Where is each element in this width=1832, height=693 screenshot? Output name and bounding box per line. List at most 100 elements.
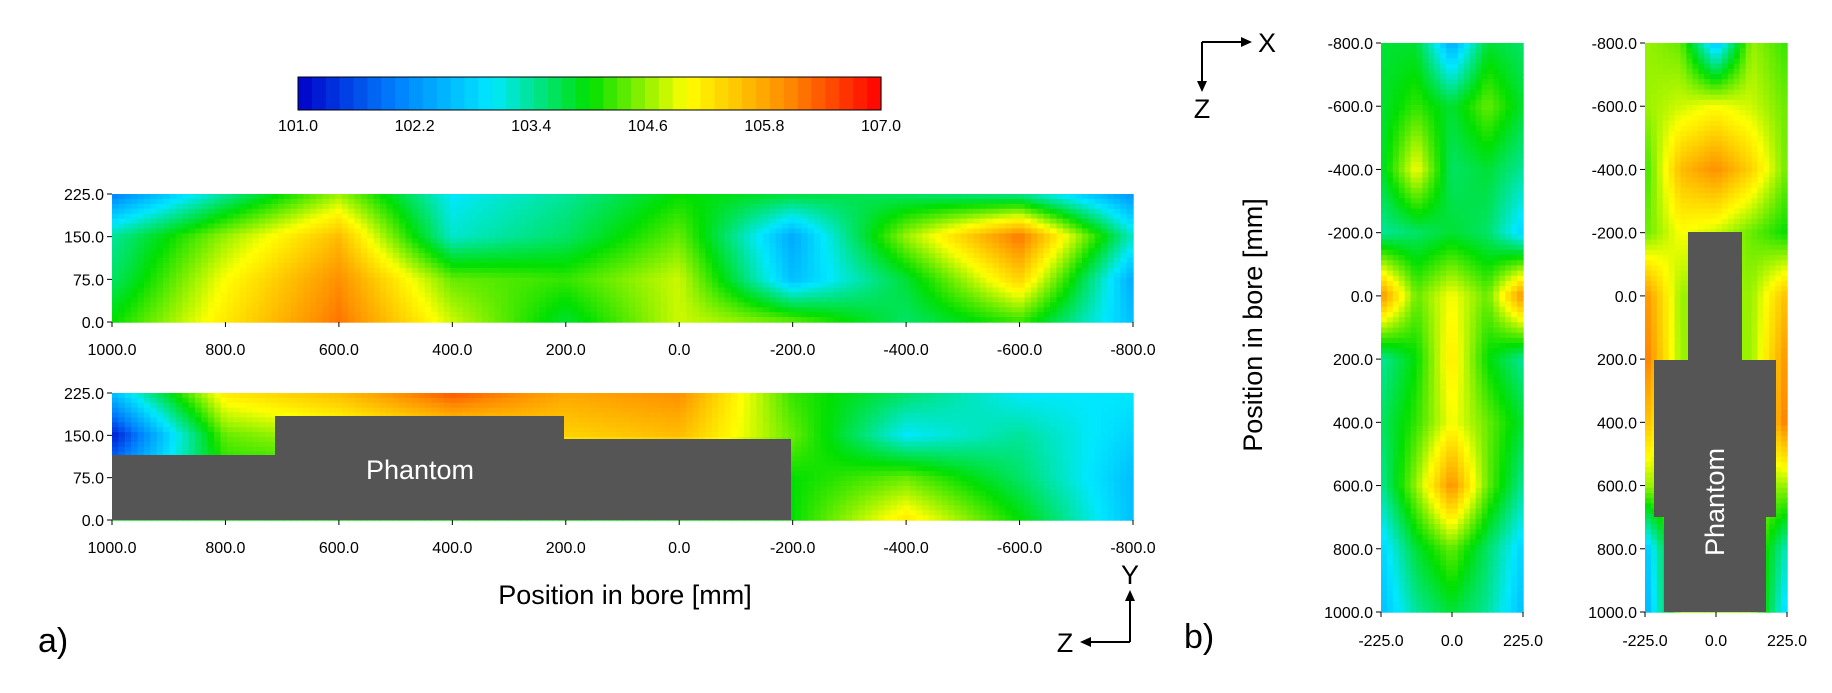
heatmap-cell [603, 253, 611, 259]
heatmap-cell [233, 297, 241, 304]
heatmap-cell [539, 228, 547, 235]
heatmap-cell [443, 302, 451, 308]
heatmap-cell [501, 228, 509, 235]
heatmap-cell [590, 238, 598, 244]
heatmap-cell [462, 228, 471, 235]
heatmap-cell [648, 292, 656, 299]
heatmap-cell [507, 287, 515, 294]
colorbar-tick-label: 105.8 [744, 118, 784, 135]
heatmap-cell [220, 267, 228, 274]
heatmap-cell [405, 208, 413, 215]
heatmap-cell [807, 223, 815, 230]
heatmap-cell [896, 312, 904, 318]
heatmap-cell [380, 272, 388, 279]
heatmap-cell [973, 262, 981, 269]
heatmap-cell [469, 407, 477, 414]
heatmap-cell [896, 272, 904, 279]
heatmap-cell [112, 243, 120, 249]
heatmap-cell [214, 248, 222, 254]
heatmap-cell [175, 272, 183, 279]
heatmap-cell [392, 267, 400, 274]
heatmap-cell [711, 317, 719, 323]
heatmap-cell [456, 243, 464, 249]
heatmap-cell [558, 277, 566, 284]
heatmap-cell [405, 233, 413, 240]
heatmap-cell [482, 292, 490, 299]
heatmap-cell [163, 287, 171, 294]
heatmap-cell [194, 208, 203, 215]
heatmap-cell [507, 228, 515, 235]
heatmap-cell [514, 228, 522, 235]
heatmap-cell [724, 393, 732, 399]
heatmap-cell [1081, 402, 1090, 409]
heatmap-cell [322, 292, 330, 299]
heatmap-cell [1050, 292, 1058, 299]
heatmap-cell [124, 258, 132, 264]
heatmap-cell [303, 292, 311, 299]
heatmap-cell [998, 253, 1007, 259]
heatmap-cell [271, 198, 279, 205]
heatmap-cell [520, 223, 528, 230]
heatmap-cell [1107, 253, 1115, 259]
heatmap-cell [335, 233, 343, 240]
heatmap-cell [271, 262, 279, 269]
heatmap-cell [699, 218, 707, 225]
heatmap-cell [214, 307, 222, 313]
heatmap-cell [775, 277, 783, 284]
heatmap-cell [246, 243, 254, 249]
heatmap-cell [501, 198, 509, 205]
heatmap-cell [826, 258, 834, 264]
heatmap-cell [718, 393, 726, 399]
heatmap-cell [635, 262, 643, 269]
heatmap-cell [405, 248, 413, 254]
heatmap-cell [884, 262, 892, 269]
heatmap-cell [271, 272, 279, 279]
heatmap-cell [494, 287, 502, 294]
heatmap-cell [150, 297, 158, 304]
heatmap-cell [316, 238, 324, 244]
heatmap-cell [143, 208, 151, 215]
heatmap-cell [1075, 198, 1083, 205]
heatmap-cell [290, 393, 298, 399]
heatmap-cell [718, 194, 726, 200]
heatmap-cell [928, 312, 936, 318]
heatmap-cell [462, 393, 471, 399]
heatmap-cell [284, 267, 292, 274]
heatmap-cell [1126, 228, 1134, 235]
heatmap-cell [1113, 292, 1121, 299]
heatmap-cell [533, 292, 541, 299]
heatmap-cell [947, 253, 956, 259]
heatmap-cell [1088, 243, 1096, 249]
heatmap-cell [437, 297, 445, 304]
heatmap-cell [1126, 262, 1134, 269]
heatmap-cell [418, 262, 426, 269]
heatmap-cell [864, 233, 873, 240]
heatmap-cell [514, 317, 522, 323]
heatmap-cell [163, 258, 171, 264]
heatmap-cell [182, 277, 190, 284]
heatmap-cell [169, 198, 177, 205]
heatmap-cell [233, 248, 241, 254]
heatmap-cell [826, 272, 834, 279]
heatmap-cell [194, 248, 203, 254]
heatmap-cell [609, 317, 617, 323]
heatmap-cell [979, 282, 987, 289]
heatmap-cell [482, 302, 490, 308]
heatmap-cell [405, 203, 413, 210]
heatmap-cell [648, 228, 656, 235]
heatmap-cell [890, 208, 898, 215]
heatmap-cell [667, 272, 675, 279]
heatmap-cell [443, 258, 451, 264]
heatmap-cell [782, 208, 790, 215]
heatmap-cell [794, 407, 802, 414]
heatmap-cell [1030, 253, 1038, 259]
heatmap-cell [143, 287, 151, 294]
colorbar-step [547, 77, 563, 110]
heatmap-cell [558, 194, 566, 200]
heatmap-cell [1081, 258, 1090, 264]
heatmap-cell [450, 262, 458, 269]
heatmap-cell [820, 312, 828, 318]
heatmap-cell [782, 312, 790, 318]
heatmap-cell [1126, 253, 1134, 259]
heatmap-cell [520, 208, 528, 215]
